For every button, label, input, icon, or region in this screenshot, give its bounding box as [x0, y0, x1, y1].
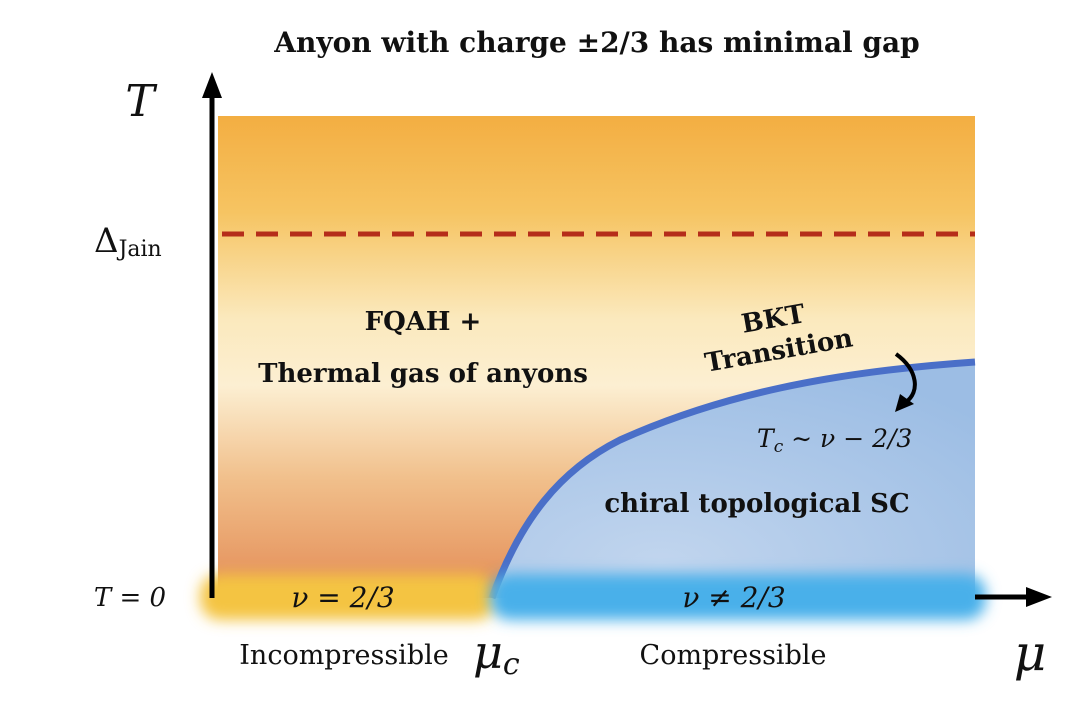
- delta-symbol: Δ: [94, 221, 119, 261]
- compressible-filling-label: ν ≠ 2/3: [682, 581, 785, 614]
- tc-subscript: c: [774, 437, 784, 457]
- x-axis-arrowhead: [1026, 587, 1052, 607]
- mu-c-label: μc: [473, 625, 520, 682]
- tc-relation: ∼ ν − 2/3: [783, 424, 912, 453]
- chiral-sc-region: [492, 362, 975, 598]
- delta-subscript: Jain: [117, 237, 162, 262]
- y-axis-label: T: [125, 76, 158, 127]
- bkt-boundary-curve: [488, 358, 976, 600]
- mu-c-subscript: c: [503, 647, 520, 682]
- incompressible-filling-label: ν = 2/3: [291, 581, 394, 614]
- t-zero-label: T = 0: [94, 583, 166, 613]
- bkt-curved-arrowhead: [895, 394, 914, 412]
- sc-label: chiral topological SC: [604, 489, 909, 519]
- fqah-label-line2: Thermal gas of anyons: [258, 359, 588, 389]
- compressible-caption: Compressible: [640, 640, 827, 671]
- x-axis-label: μ: [1014, 624, 1047, 682]
- bkt-curved-arrow: [894, 352, 917, 404]
- tc-symbol: T: [757, 424, 776, 453]
- mu-c-symbol: μ: [473, 625, 503, 679]
- delta-jain-label: ΔJain: [94, 221, 162, 262]
- fqah-label-line1: FQAH +: [365, 307, 482, 337]
- tc-relation-label: Tc ∼ ν − 2/3: [757, 424, 912, 457]
- incompressible-bar: [200, 574, 496, 620]
- incompressible-caption: Incompressible: [239, 640, 448, 671]
- y-axis-arrowhead: [202, 72, 222, 98]
- diagram-title: Anyon with charge ±2/3 has minimal gap: [273, 26, 919, 59]
- compressible-bar: [490, 574, 986, 620]
